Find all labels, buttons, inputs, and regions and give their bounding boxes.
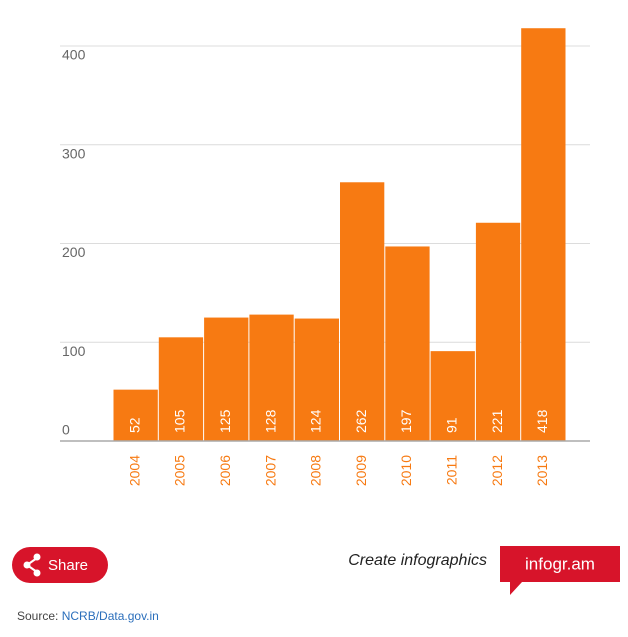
bar [385,246,430,441]
footer: Share Create infographics infogr.am Sour… [12,546,620,623]
brand[interactable]: infogr.am [525,554,595,573]
value-label: 52 [126,417,142,433]
value-label: 221 [489,409,505,433]
share-button[interactable]: Share [12,547,108,583]
value-label: 125 [217,409,233,433]
x-tick-label: 2012 [489,455,505,486]
y-tick-label: 300 [62,145,86,161]
y-tick-label: 100 [62,343,86,359]
tagline[interactable]: Create infographics [348,552,487,569]
value-label: 105 [172,409,188,433]
x-tick-label: 2008 [308,455,324,486]
x-tick-label: 2011 [443,455,459,485]
share-label[interactable]: Share [48,557,88,574]
source-label: Source: [17,609,58,623]
bar [475,222,521,441]
x-tick-label: 2013 [534,455,550,486]
y-tick-label: 200 [62,244,86,260]
bar [521,28,566,441]
bar [340,182,385,441]
y-tick-label: 400 [62,47,86,63]
source-link[interactable]: NCRB/Data.gov.in [62,609,159,623]
bar [430,351,475,441]
value-label: 262 [353,409,369,433]
x-tick-label: 2009 [353,455,369,486]
brand-banner[interactable]: infogr.am [500,546,620,595]
value-label: 128 [262,409,278,433]
bar [249,314,294,441]
x-tick-label: 2005 [172,455,188,486]
value-label: 197 [398,409,414,433]
bar [204,317,249,441]
value-label: 124 [308,409,324,433]
bar [158,337,204,441]
source: Source: NCRB/Data.gov.in [17,609,159,623]
bar [294,318,339,441]
x-tick-label: 2007 [262,455,278,486]
value-label: 91 [443,417,459,433]
value-label: 418 [534,409,550,433]
bar [113,389,158,441]
x-tick-label: 2004 [126,455,142,486]
share-icon[interactable] [23,553,41,577]
brand-bg[interactable] [500,546,620,595]
y-tick-label: 0 [62,422,70,438]
x-tick-label: 2010 [398,455,414,486]
x-tick-label: 2006 [217,455,233,486]
